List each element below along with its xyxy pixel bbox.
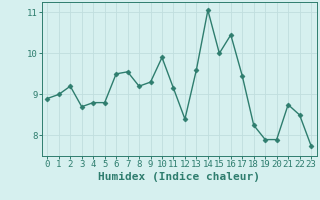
X-axis label: Humidex (Indice chaleur): Humidex (Indice chaleur) bbox=[98, 172, 260, 182]
